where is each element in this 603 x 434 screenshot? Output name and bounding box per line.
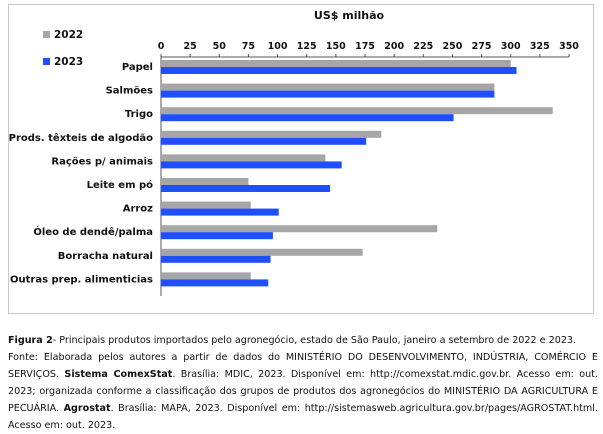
x-tick-label: 175 bbox=[355, 41, 375, 52]
bar-2023-trigo bbox=[161, 114, 454, 122]
bar-2022-oleo-de-dende-palma bbox=[161, 225, 438, 233]
bar-2022-salmoes bbox=[161, 83, 495, 91]
bars bbox=[161, 60, 553, 287]
legend: 2022 2023 bbox=[43, 29, 83, 68]
category-label-papel: Papel bbox=[122, 62, 153, 73]
caption-title: Figura 2- Principais produtos importados… bbox=[8, 332, 598, 349]
legend-swatch-2022 bbox=[43, 31, 50, 38]
x-tick-label: 325 bbox=[530, 41, 550, 52]
system-label: Sistema ComexStat bbox=[64, 369, 173, 380]
x-tick-label: 300 bbox=[501, 41, 521, 52]
bar-2023-salmoes bbox=[161, 90, 495, 98]
category-label-oleo-de-dende-palma: Óleo de dendê/palma bbox=[33, 225, 153, 238]
x-tick-label: 250 bbox=[443, 41, 463, 52]
bar-2023-borracha-natural bbox=[161, 255, 271, 263]
figure-caption: Figura 2- Principais produtos importados… bbox=[8, 332, 598, 434]
bar-2022-arroz bbox=[161, 201, 251, 209]
x-tick-label: 150 bbox=[326, 41, 346, 52]
bar-2022-trigo bbox=[161, 107, 553, 115]
bar-chart: US$ milhão 2022 2023 0 25 50 75 100 125 150 175 2… bbox=[9, 9, 579, 296]
category-label-racoes-p-animais: Rações p/ animais bbox=[51, 156, 153, 167]
bar-2023-arroz bbox=[161, 208, 279, 216]
bar-2023-leite-em-po bbox=[161, 185, 331, 192]
x-tick-label: 100 bbox=[268, 41, 288, 52]
bar-2023-papel bbox=[161, 67, 517, 74]
category-label-outras-prep-alimenticias: Outras prep. alimenticias bbox=[10, 274, 153, 285]
bar-2023-oleo-de-dende-palma bbox=[161, 232, 273, 240]
x-tick-label: 50 bbox=[213, 41, 227, 52]
x-tick-label: 75 bbox=[242, 41, 255, 52]
bar-2022-leite-em-po bbox=[161, 178, 249, 185]
x-tick-label: 225 bbox=[413, 41, 433, 52]
source-text-2: . Brasília: MDIC, 2023. Disponível em: h… bbox=[8, 369, 598, 414]
bar-2022-borracha-natural bbox=[161, 248, 363, 256]
x-axis: 0 25 50 75 100 125 150 175 200 225 250 275 300 325 350 bbox=[158, 41, 579, 58]
category-label-arroz: Arroz bbox=[123, 204, 153, 215]
category-label-leite-em-po: Leite em pó bbox=[87, 179, 153, 191]
category-label-salmoes: Salmões bbox=[106, 86, 153, 97]
y-axis: Papel Salmões Trigo Prods. têxteis de algod… bbox=[9, 57, 162, 296]
chart-frame: US$ milhão 2022 2023 0 25 50 75 100 125 150 175 2… bbox=[8, 4, 594, 314]
caption-source: Fonte: Elaborada pelos autores a partir … bbox=[8, 349, 598, 434]
category-label-borracha-natural: Borracha natural bbox=[58, 251, 153, 262]
source-text-1: Fonte: Elaborada pelos autores a partir … bbox=[8, 352, 598, 380]
bar-2022-prods-texteis-de-algodao bbox=[161, 130, 382, 138]
agrostat-label: Agrostat bbox=[63, 403, 111, 414]
figure-label: Figura 2 bbox=[8, 335, 53, 346]
category-label-trigo: Trigo bbox=[125, 109, 153, 120]
x-tick-label: 25 bbox=[184, 41, 197, 52]
bar-2023-prods-texteis-de-algodao bbox=[161, 137, 367, 145]
figure-text: - Principais produtos importados pelo ag… bbox=[52, 335, 577, 346]
bar-2022-papel bbox=[161, 60, 511, 67]
x-tick-label: 200 bbox=[384, 41, 404, 52]
bar-2022-outras-prep-alimenticias bbox=[161, 272, 251, 280]
x-tick-label: 125 bbox=[297, 41, 317, 52]
category-label-prods-texteis-de-algodao: Prods. têxteis de algodão bbox=[9, 132, 153, 144]
legend-label-2023: 2023 bbox=[54, 56, 83, 68]
bar-2022-racoes-p-animais bbox=[161, 154, 326, 162]
legend-label-2022: 2022 bbox=[54, 29, 83, 41]
x-tick-label: 275 bbox=[472, 41, 492, 52]
x-tick-label: 350 bbox=[559, 41, 579, 52]
bar-2023-outras-prep-alimenticias bbox=[161, 279, 269, 287]
legend-swatch-2023 bbox=[43, 58, 50, 65]
x-tick-label: 0 bbox=[158, 41, 165, 52]
bar-2023-racoes-p-animais bbox=[161, 161, 342, 169]
chart-title: US$ milhão bbox=[314, 9, 385, 22]
